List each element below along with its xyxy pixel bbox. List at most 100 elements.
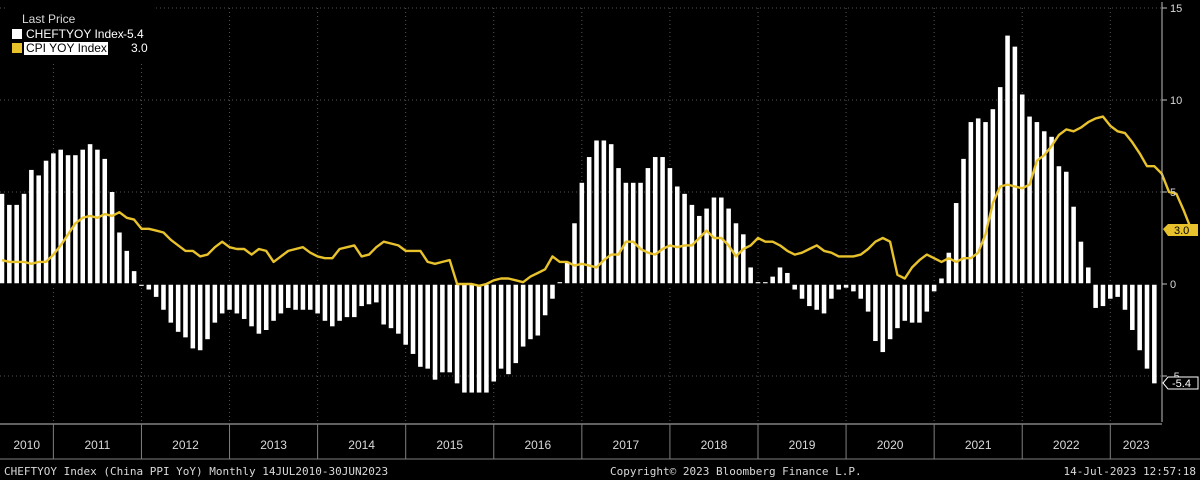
ppi-bar: [990, 109, 996, 284]
ppi-bar: [337, 284, 342, 321]
ppi-bar: [14, 204, 19, 284]
last-value-tag-ppi: -5.4: [1172, 378, 1191, 390]
ppi-bar: [946, 252, 952, 284]
x-tick-label: 2019: [789, 438, 816, 452]
ppi-bar: [293, 284, 298, 310]
ppi-bar: [902, 284, 908, 321]
y-tick-label: 5: [1170, 187, 1176, 199]
ppi-bar: [0, 193, 5, 284]
ppi-bar: [1100, 284, 1106, 307]
ppi-bar: [1078, 241, 1084, 284]
ppi-bar: [652, 157, 658, 284]
ppi-bar: [579, 182, 585, 284]
ppi-bar: [542, 284, 548, 316]
ppi-bar: [153, 284, 159, 297]
ppi-bar: [1137, 284, 1142, 351]
ppi-bar: [315, 284, 320, 314]
x-tick-label: 2012: [172, 438, 199, 452]
ppi-bar: [645, 168, 651, 284]
ppi-bar: [1012, 46, 1018, 284]
ppi-bar: [917, 284, 922, 323]
ppi-bar: [425, 284, 430, 369]
line-layer: [1, 115, 1193, 287]
ppi-bar: [131, 271, 137, 284]
ppi-bar: [909, 284, 915, 323]
x-tick-label: 2010: [13, 438, 40, 452]
x-tick-label: 2017: [613, 438, 640, 452]
ppi-bar: [777, 267, 783, 284]
x-tick-label: 2011: [85, 438, 111, 452]
last-value-tag-cpi-bg: [1163, 224, 1198, 236]
ppi-bar: [667, 168, 673, 284]
legend-value-ppi: -5.4: [123, 27, 144, 41]
ppi-bar: [51, 153, 56, 284]
ppi-bar: [285, 284, 291, 308]
ppi-bar: [484, 284, 489, 393]
ppi-bar: [388, 284, 394, 329]
y-tick-label: 0: [1170, 279, 1176, 291]
ppi-bar: [968, 122, 974, 284]
ppi-bar: [322, 284, 328, 321]
ppi-bar: [601, 140, 607, 284]
ppi-bar: [564, 261, 570, 284]
ppi-bar: [770, 276, 775, 284]
ppi-bar: [755, 282, 761, 284]
ppi-bar: [249, 284, 254, 327]
axis-layer: 151050-520102011201220132014201520162017…: [0, 2, 1200, 460]
ppi-bar: [234, 284, 240, 314]
ppi-bar: [704, 208, 709, 284]
ppi-bar: [462, 284, 467, 393]
x-tick-label: 2021: [965, 438, 992, 452]
ppi-bar: [73, 155, 78, 284]
x-tick-label: 2014: [348, 438, 375, 452]
last-value-tag-cpi: 3.0: [1174, 225, 1189, 237]
ppi-bar: [924, 284, 930, 312]
ppi-bar: [278, 284, 284, 314]
ppi-bar: [307, 284, 313, 310]
legend-value-cpi: 3.0: [131, 41, 148, 55]
ppi-bar: [1063, 171, 1069, 284]
ppi-bar: [175, 284, 181, 332]
ppi-bar: [953, 203, 959, 284]
ppi-bar: [711, 197, 717, 284]
ppi-bar: [975, 118, 981, 285]
ppi-bar: [572, 223, 577, 284]
ppi-bar: [271, 284, 276, 321]
ppi-bar: [865, 284, 871, 312]
ppi-bar: [719, 197, 724, 284]
ppi-bar: [983, 122, 988, 284]
ppi-bar: [403, 284, 408, 345]
ppi-bar: [836, 284, 842, 290]
ppi-bar: [491, 284, 497, 382]
ppi-bar: [513, 284, 519, 364]
ppi-bar: [1093, 284, 1098, 308]
ppi-bar: [660, 157, 665, 284]
footer-center: Copyright© 2023 Bloomberg Finance L.P.: [610, 465, 862, 478]
ppi-bar: [454, 284, 460, 384]
ppi-bar: [807, 284, 812, 307]
ppi-bar: [109, 192, 115, 284]
ppi-bar: [873, 284, 878, 342]
ppi-bar: [674, 186, 680, 284]
ppi-bar: [58, 149, 63, 284]
ppi-bar: [65, 155, 71, 284]
x-tick-label: 2013: [260, 438, 287, 452]
ppi-bar: [7, 204, 12, 284]
last-value-tag-ppi-bg: [1162, 376, 1199, 390]
y-tick-label: 10: [1170, 95, 1182, 107]
ppi-bar: [630, 182, 636, 284]
ppi-bar: [476, 284, 482, 393]
ppi-bar: [440, 284, 445, 373]
ppi-bar: [161, 284, 166, 310]
ppi-bar: [219, 284, 225, 314]
ppi-bar: [410, 284, 416, 354]
ppi-bar: [43, 160, 49, 284]
ppi-bar: [29, 169, 34, 284]
ppi-bar: [814, 284, 819, 310]
bars-layer: [0, 35, 1162, 393]
ppi-bar: [594, 140, 599, 284]
ppi-bar: [263, 284, 269, 330]
ppi-bar: [1034, 122, 1040, 284]
ppi-bar: [535, 284, 541, 336]
